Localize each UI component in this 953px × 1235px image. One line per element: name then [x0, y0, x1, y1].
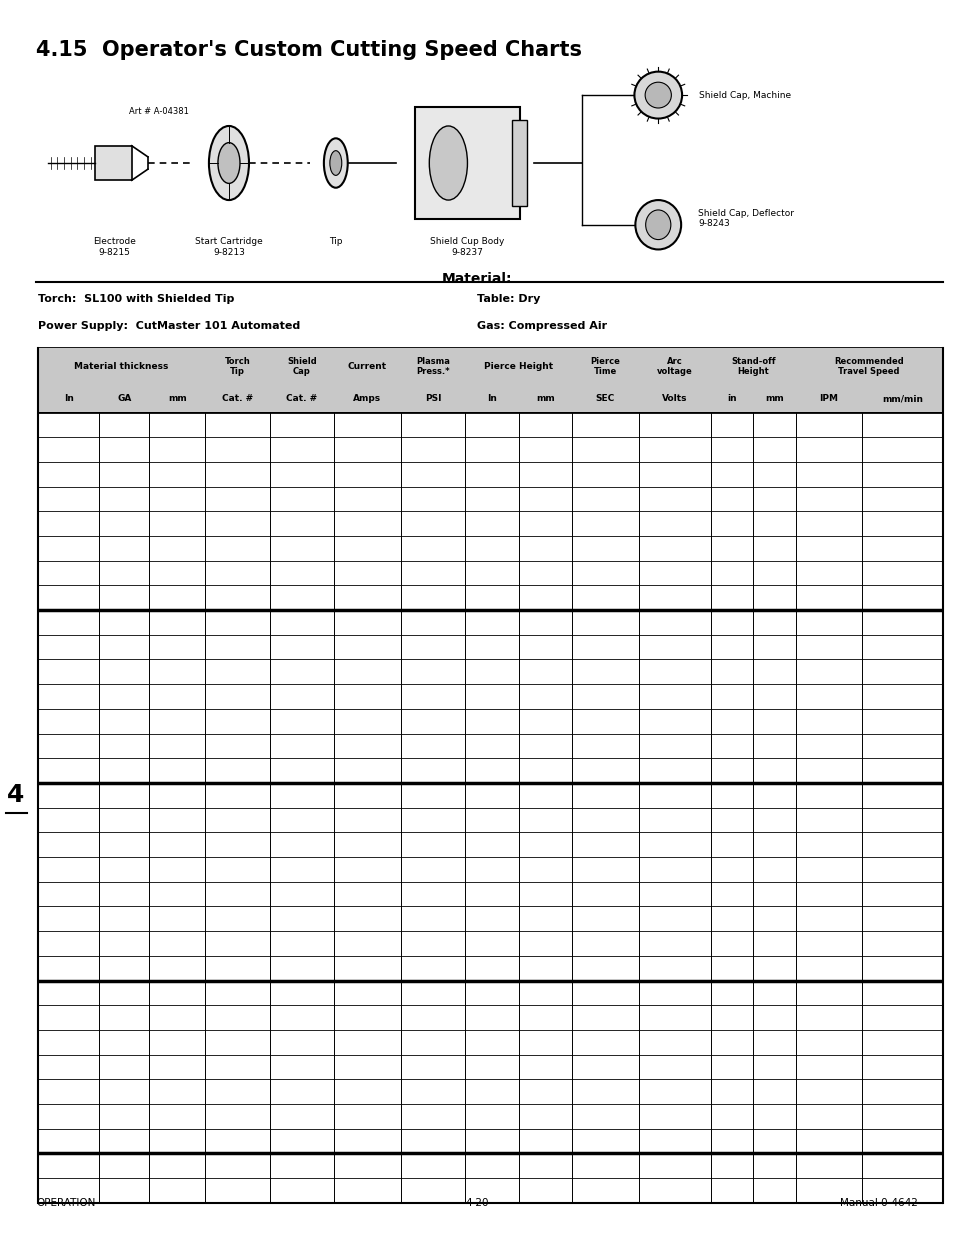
- Text: in: in: [727, 394, 737, 404]
- Text: IPM: IPM: [819, 394, 838, 404]
- Text: 4: 4: [7, 783, 24, 808]
- Text: 4.15  Operator's Custom Cutting Speed Charts: 4.15 Operator's Custom Cutting Speed Cha…: [36, 40, 581, 59]
- Text: mm: mm: [536, 394, 555, 404]
- Text: Art # A-04381: Art # A-04381: [129, 107, 189, 116]
- Text: Table: Dry: Table: Dry: [476, 294, 539, 304]
- Text: Cat. #: Cat. #: [221, 394, 253, 404]
- Text: Shield
Cap: Shield Cap: [287, 357, 316, 377]
- Text: In: In: [487, 394, 497, 404]
- Text: Pierce Height: Pierce Height: [484, 362, 553, 372]
- Ellipse shape: [429, 126, 467, 200]
- Text: Gas: Compressed Air: Gas: Compressed Air: [476, 321, 606, 331]
- FancyBboxPatch shape: [512, 120, 526, 206]
- FancyBboxPatch shape: [95, 146, 132, 180]
- Text: mm: mm: [764, 394, 783, 404]
- Text: mm/min: mm/min: [882, 394, 923, 404]
- Text: OPERATION: OPERATION: [36, 1198, 95, 1208]
- Text: Current: Current: [348, 362, 387, 372]
- Text: Shield Cap, Deflector
9-8243: Shield Cap, Deflector 9-8243: [698, 209, 794, 228]
- Ellipse shape: [323, 138, 347, 188]
- Text: Material thickness: Material thickness: [74, 362, 169, 372]
- Ellipse shape: [209, 126, 249, 200]
- Text: Cat. #: Cat. #: [286, 394, 317, 404]
- Text: Stand-off
Height: Stand-off Height: [730, 357, 775, 377]
- Text: Volts: Volts: [661, 394, 687, 404]
- Text: Power Supply:  CutMaster 101 Automated: Power Supply: CutMaster 101 Automated: [38, 321, 300, 331]
- Text: Torch
Tip: Torch Tip: [224, 357, 250, 377]
- Text: GA: GA: [117, 394, 132, 404]
- Text: PSI: PSI: [424, 394, 441, 404]
- Text: Manual 0-4642: Manual 0-4642: [839, 1198, 917, 1208]
- Text: Shield Cup Body
9-8237: Shield Cup Body 9-8237: [430, 237, 504, 257]
- Text: SEC: SEC: [596, 394, 615, 404]
- Ellipse shape: [217, 142, 240, 184]
- Text: Tip: Tip: [329, 237, 342, 246]
- Ellipse shape: [634, 72, 681, 119]
- Ellipse shape: [644, 83, 671, 107]
- Text: Electrode
9-8215: Electrode 9-8215: [93, 237, 135, 257]
- Ellipse shape: [330, 151, 341, 175]
- Bar: [38, 348, 942, 412]
- Text: 4-20: 4-20: [465, 1198, 488, 1208]
- Text: Material:: Material:: [441, 272, 512, 285]
- Text: mm: mm: [168, 394, 187, 404]
- FancyBboxPatch shape: [415, 107, 519, 219]
- Text: Amps: Amps: [353, 394, 381, 404]
- Text: Plasma
Press.*: Plasma Press.*: [416, 357, 450, 377]
- Text: In: In: [64, 394, 73, 404]
- Text: Arc
voltage: Arc voltage: [657, 357, 692, 377]
- Text: Torch:  SL100 with Shielded Tip: Torch: SL100 with Shielded Tip: [38, 294, 234, 304]
- Text: Shield Cap, Machine: Shield Cap, Machine: [699, 90, 791, 100]
- Text: Start Cartridge
9-8213: Start Cartridge 9-8213: [194, 237, 263, 257]
- Text: Recommended
Travel Speed: Recommended Travel Speed: [833, 357, 903, 377]
- Text: Pierce
Time: Pierce Time: [590, 357, 619, 377]
- Ellipse shape: [635, 200, 680, 249]
- Ellipse shape: [645, 210, 670, 240]
